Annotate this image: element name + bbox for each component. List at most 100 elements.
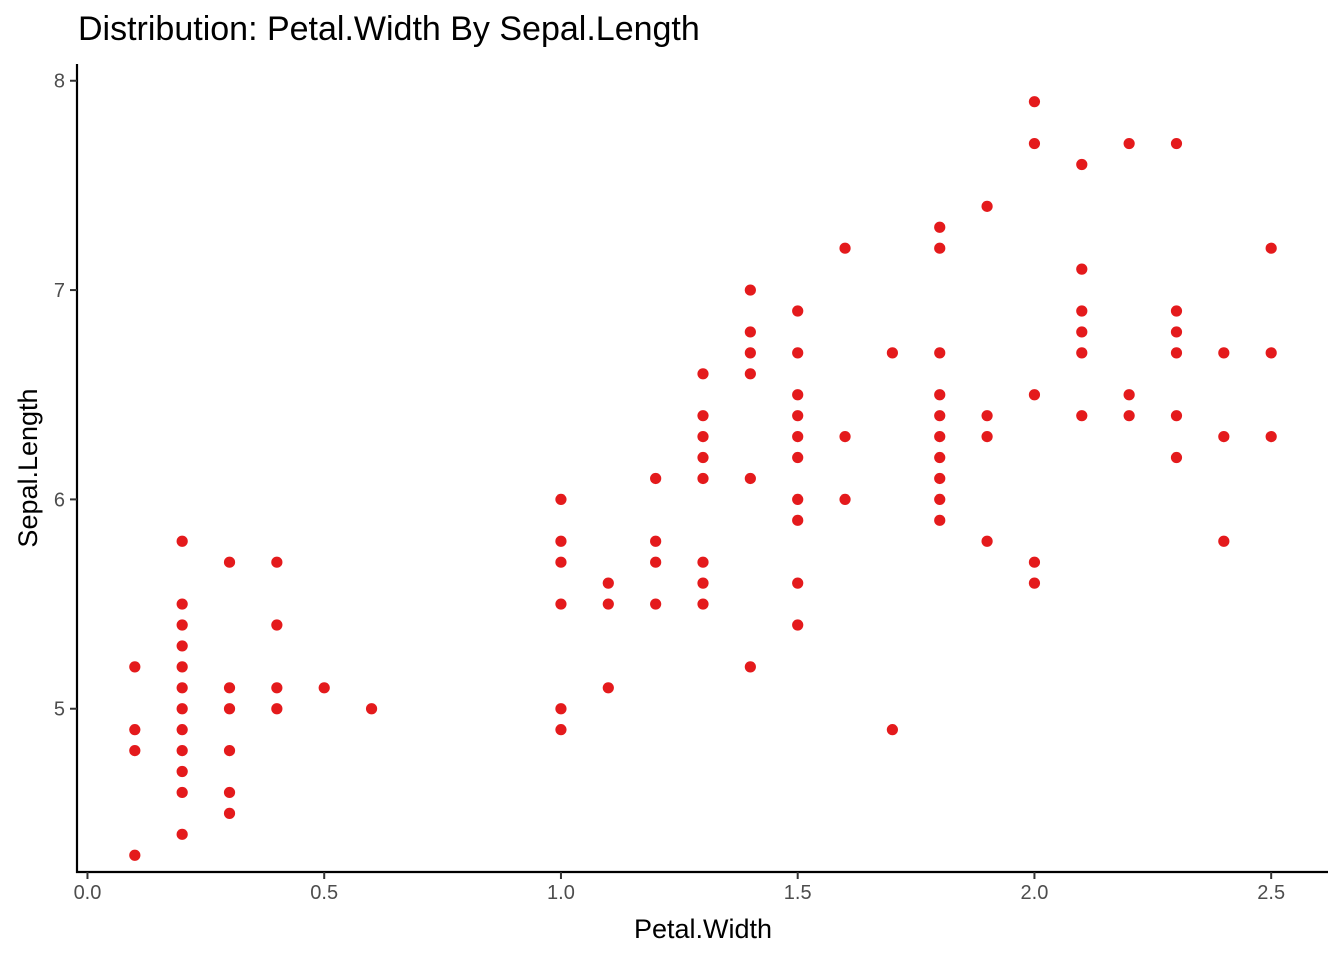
data-point [792, 514, 804, 526]
y-tick-label: 7 [54, 280, 65, 302]
data-point [223, 703, 236, 715]
data-point [223, 682, 236, 694]
chart-title: Distribution: Petal.Width By Sepal.Lengt… [78, 10, 700, 48]
data-point [934, 410, 946, 422]
data-point [792, 410, 804, 422]
points-layer [129, 96, 1277, 861]
data-point [744, 368, 756, 380]
data-point [697, 368, 709, 380]
x-axis-title: Petal.Width [634, 914, 772, 944]
data-point [981, 431, 993, 443]
data-point [697, 431, 709, 443]
data-point [223, 807, 236, 819]
data-point [365, 703, 378, 715]
data-point [1028, 577, 1041, 589]
data-point [1076, 326, 1088, 338]
data-point [176, 744, 188, 757]
x-tick-label: 2.0 [1021, 882, 1049, 904]
data-point [555, 724, 567, 736]
data-point [650, 472, 662, 485]
data-point [602, 598, 614, 610]
data-point [271, 703, 283, 715]
data-point [223, 556, 236, 568]
data-point [934, 472, 946, 485]
data-point [1265, 242, 1277, 254]
data-point [792, 493, 804, 505]
data-point [792, 347, 804, 359]
data-point [271, 682, 283, 694]
x-tick-label: 1.0 [547, 882, 575, 904]
y-tick-label: 6 [54, 489, 65, 511]
data-point [886, 724, 898, 736]
data-point [650, 535, 662, 547]
data-point [1028, 137, 1041, 150]
data-point [555, 493, 567, 505]
data-point [886, 347, 898, 359]
data-point [744, 347, 756, 359]
data-point [839, 242, 851, 254]
data-point [1218, 535, 1230, 547]
data-point [176, 828, 188, 840]
data-point [697, 598, 709, 610]
data-point [1123, 389, 1135, 401]
data-point [555, 703, 567, 715]
data-point [744, 326, 756, 338]
data-point [792, 305, 804, 317]
data-point [1170, 410, 1183, 422]
data-point [555, 598, 567, 610]
data-point [555, 556, 567, 568]
data-point [176, 535, 188, 547]
data-point [129, 744, 141, 757]
data-point [839, 493, 851, 505]
data-point [934, 242, 946, 254]
data-point [744, 472, 756, 485]
data-point [176, 598, 188, 610]
data-point [223, 786, 236, 799]
data-point [129, 661, 141, 673]
data-point [934, 221, 946, 233]
y-tick-label: 8 [54, 71, 65, 93]
data-point [271, 619, 283, 631]
data-point [1265, 347, 1277, 359]
data-point [176, 619, 188, 631]
data-point [1123, 137, 1135, 150]
data-point [602, 682, 614, 694]
data-point [176, 765, 188, 778]
data-point [981, 200, 993, 212]
data-point [555, 535, 567, 547]
data-point [1170, 451, 1183, 464]
data-point [1076, 305, 1088, 317]
y-axis-ticks: 5 6 7 8 [54, 71, 77, 721]
x-tick-label: 0.5 [310, 882, 338, 904]
y-axis-title: Sepal.Length [13, 388, 43, 547]
data-point [1123, 410, 1135, 422]
data-point [934, 347, 946, 359]
data-point [934, 493, 946, 505]
data-point [1076, 410, 1088, 422]
x-tick-label: 0.0 [74, 882, 102, 904]
x-tick-label: 1.5 [784, 882, 812, 904]
data-point [176, 703, 188, 715]
data-point [697, 472, 709, 485]
data-point [792, 619, 804, 631]
data-point [981, 410, 993, 422]
data-point [934, 431, 946, 443]
data-point [792, 389, 804, 401]
data-point [744, 284, 756, 296]
data-point [271, 556, 283, 568]
data-point [744, 661, 756, 673]
data-point [1265, 431, 1277, 443]
data-point [934, 389, 946, 401]
data-point [792, 431, 804, 443]
data-point [1028, 96, 1041, 108]
x-tick-label: 2.5 [1257, 882, 1285, 904]
data-point [1170, 347, 1183, 359]
data-point [650, 556, 662, 568]
y-tick-label: 5 [54, 699, 65, 721]
data-point [1218, 431, 1230, 443]
data-point [792, 451, 804, 464]
data-point [1218, 347, 1230, 359]
data-point [1076, 347, 1088, 359]
data-point [129, 849, 141, 861]
